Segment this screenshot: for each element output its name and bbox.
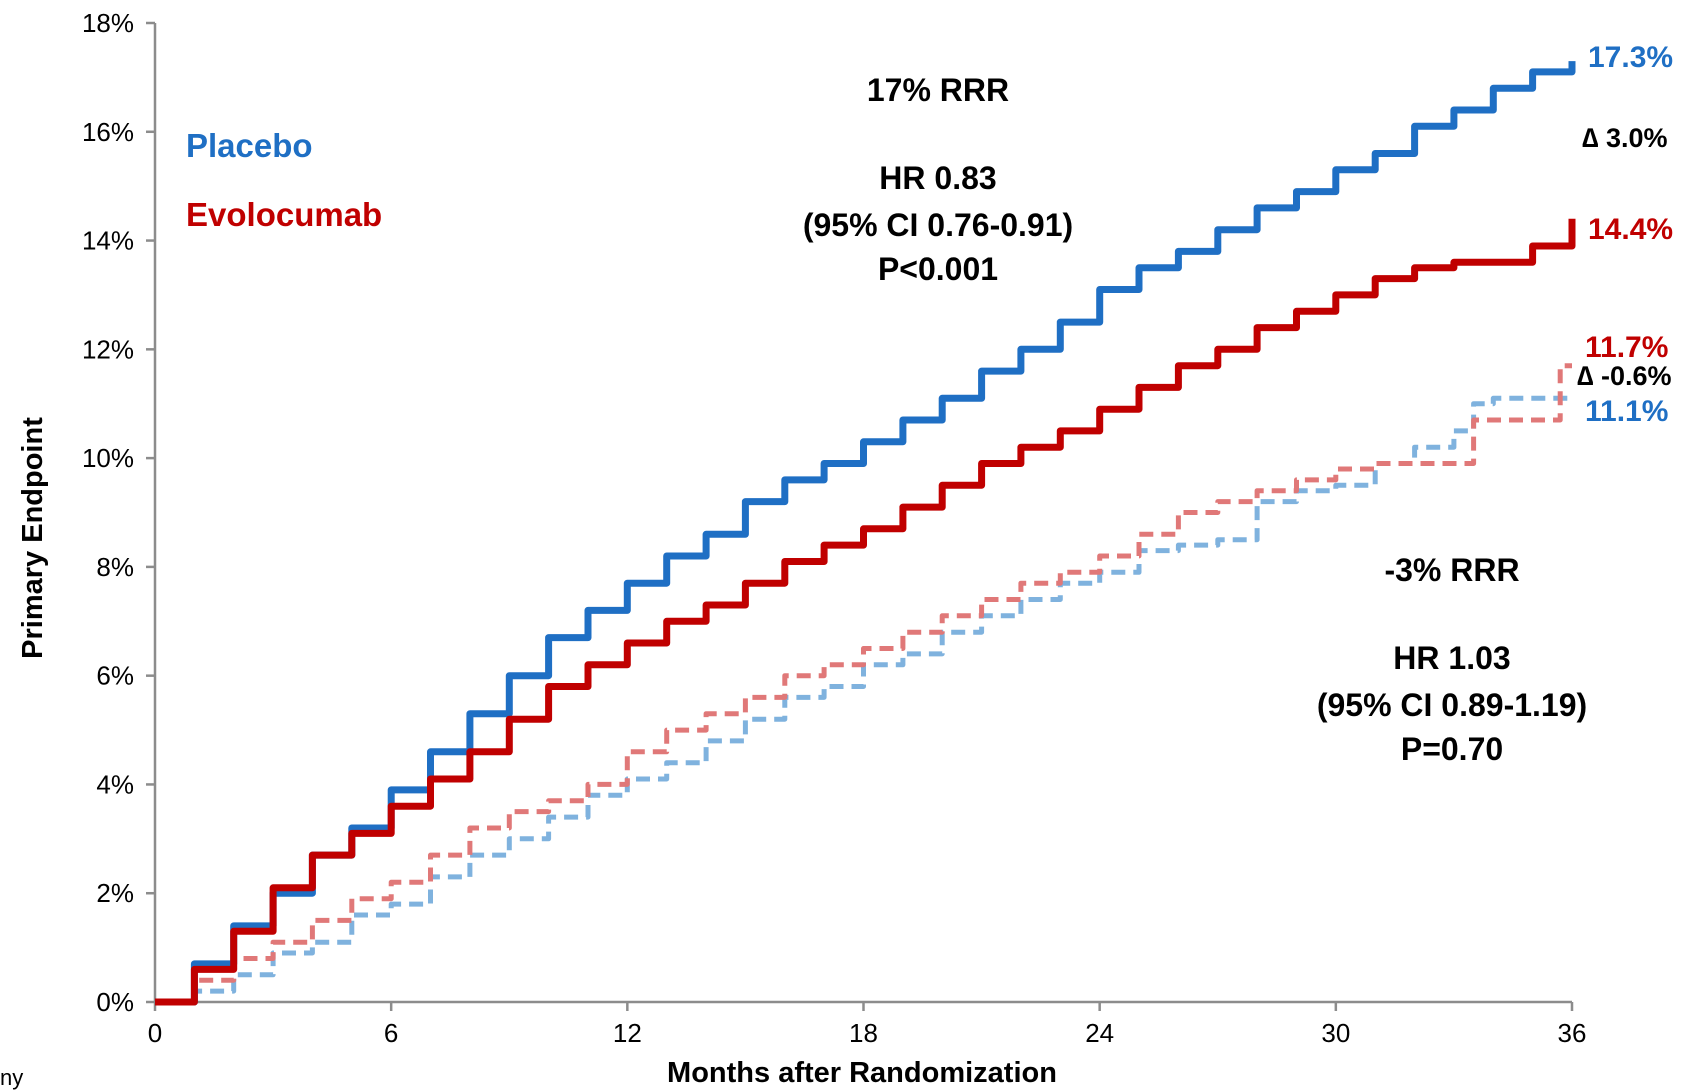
series-lines: [155, 61, 1576, 1006]
annotation-bottom-rrr: -3% RRR: [1384, 552, 1519, 588]
annotation-bottom-ci: (95% CI 0.89-1.19): [1317, 687, 1587, 723]
y-tick-label: 8%: [96, 552, 134, 582]
legend-evolocumab: Evolocumab: [186, 196, 382, 233]
y-tick-label: 6%: [96, 661, 134, 691]
x-tick-label: 6: [384, 1018, 398, 1048]
y-tick-label: 18%: [82, 8, 134, 38]
x-tick-label: 18: [849, 1018, 878, 1048]
annotation-top-hr: HR 0.83: [879, 160, 996, 196]
end-label-placebo: 17.3%: [1588, 41, 1673, 74]
x-tick-label: 12: [613, 1018, 642, 1048]
annotation-bottom: -3% RRR HR 1.03 (95% CI 0.89-1.19) P=0.7…: [1317, 552, 1587, 767]
x-tick-label: 30: [1321, 1018, 1350, 1048]
y-tick-label: 2%: [96, 878, 134, 908]
y-tick-label: 12%: [82, 334, 134, 364]
legend-placebo: Placebo: [186, 127, 313, 164]
y-tick-label: 16%: [82, 117, 134, 147]
y-tick-label: 14%: [82, 226, 134, 256]
y-axis-title: Primary Endpoint: [17, 417, 49, 659]
annotation-bottom-p: P=0.70: [1401, 731, 1503, 767]
series-line-evolocumab-dashed: [155, 363, 1572, 1005]
delta-bottom: ∆ -0.6%: [1577, 361, 1672, 391]
y-tick-label: 0%: [96, 987, 134, 1017]
annotation-top: 17% RRR HR 0.83 (95% CI 0.76-0.91) P<0.0…: [803, 72, 1073, 287]
x-tick-label: 36: [1558, 1018, 1587, 1048]
x-tick-label: 24: [1085, 1018, 1114, 1048]
annotation-top-p: P<0.001: [878, 251, 998, 287]
axes: [146, 21, 1574, 1011]
end-label-placebo-dashed: 11.1%: [1585, 395, 1668, 428]
annotation-top-rrr: 17% RRR: [867, 72, 1009, 108]
annotation-top-ci: (95% CI 0.76-0.91): [803, 207, 1073, 243]
end-label-evolocumab: 14.4%: [1588, 213, 1673, 246]
x-axis-title: Months after Randomization: [667, 1057, 1057, 1089]
y-tick-label: 10%: [82, 443, 134, 473]
y-tick-label: 4%: [96, 769, 134, 799]
end-label-evolocumab-dashed: 11.7%: [1585, 331, 1668, 364]
series-line-evolocumab: [155, 218, 1576, 1006]
series-line-placebo: [155, 61, 1576, 1006]
delta-top: ∆ 3.0%: [1582, 123, 1668, 153]
tick-labels: 0% 2% 4% 6% 8% 10% 12% 14% 16% 18% 0 6 12 18 24 30 36: [82, 8, 1587, 1048]
footer-fragment: ny: [0, 1065, 23, 1090]
x-tick-label: 0: [148, 1018, 162, 1048]
annotation-bottom-hr: HR 1.03: [1393, 640, 1510, 676]
